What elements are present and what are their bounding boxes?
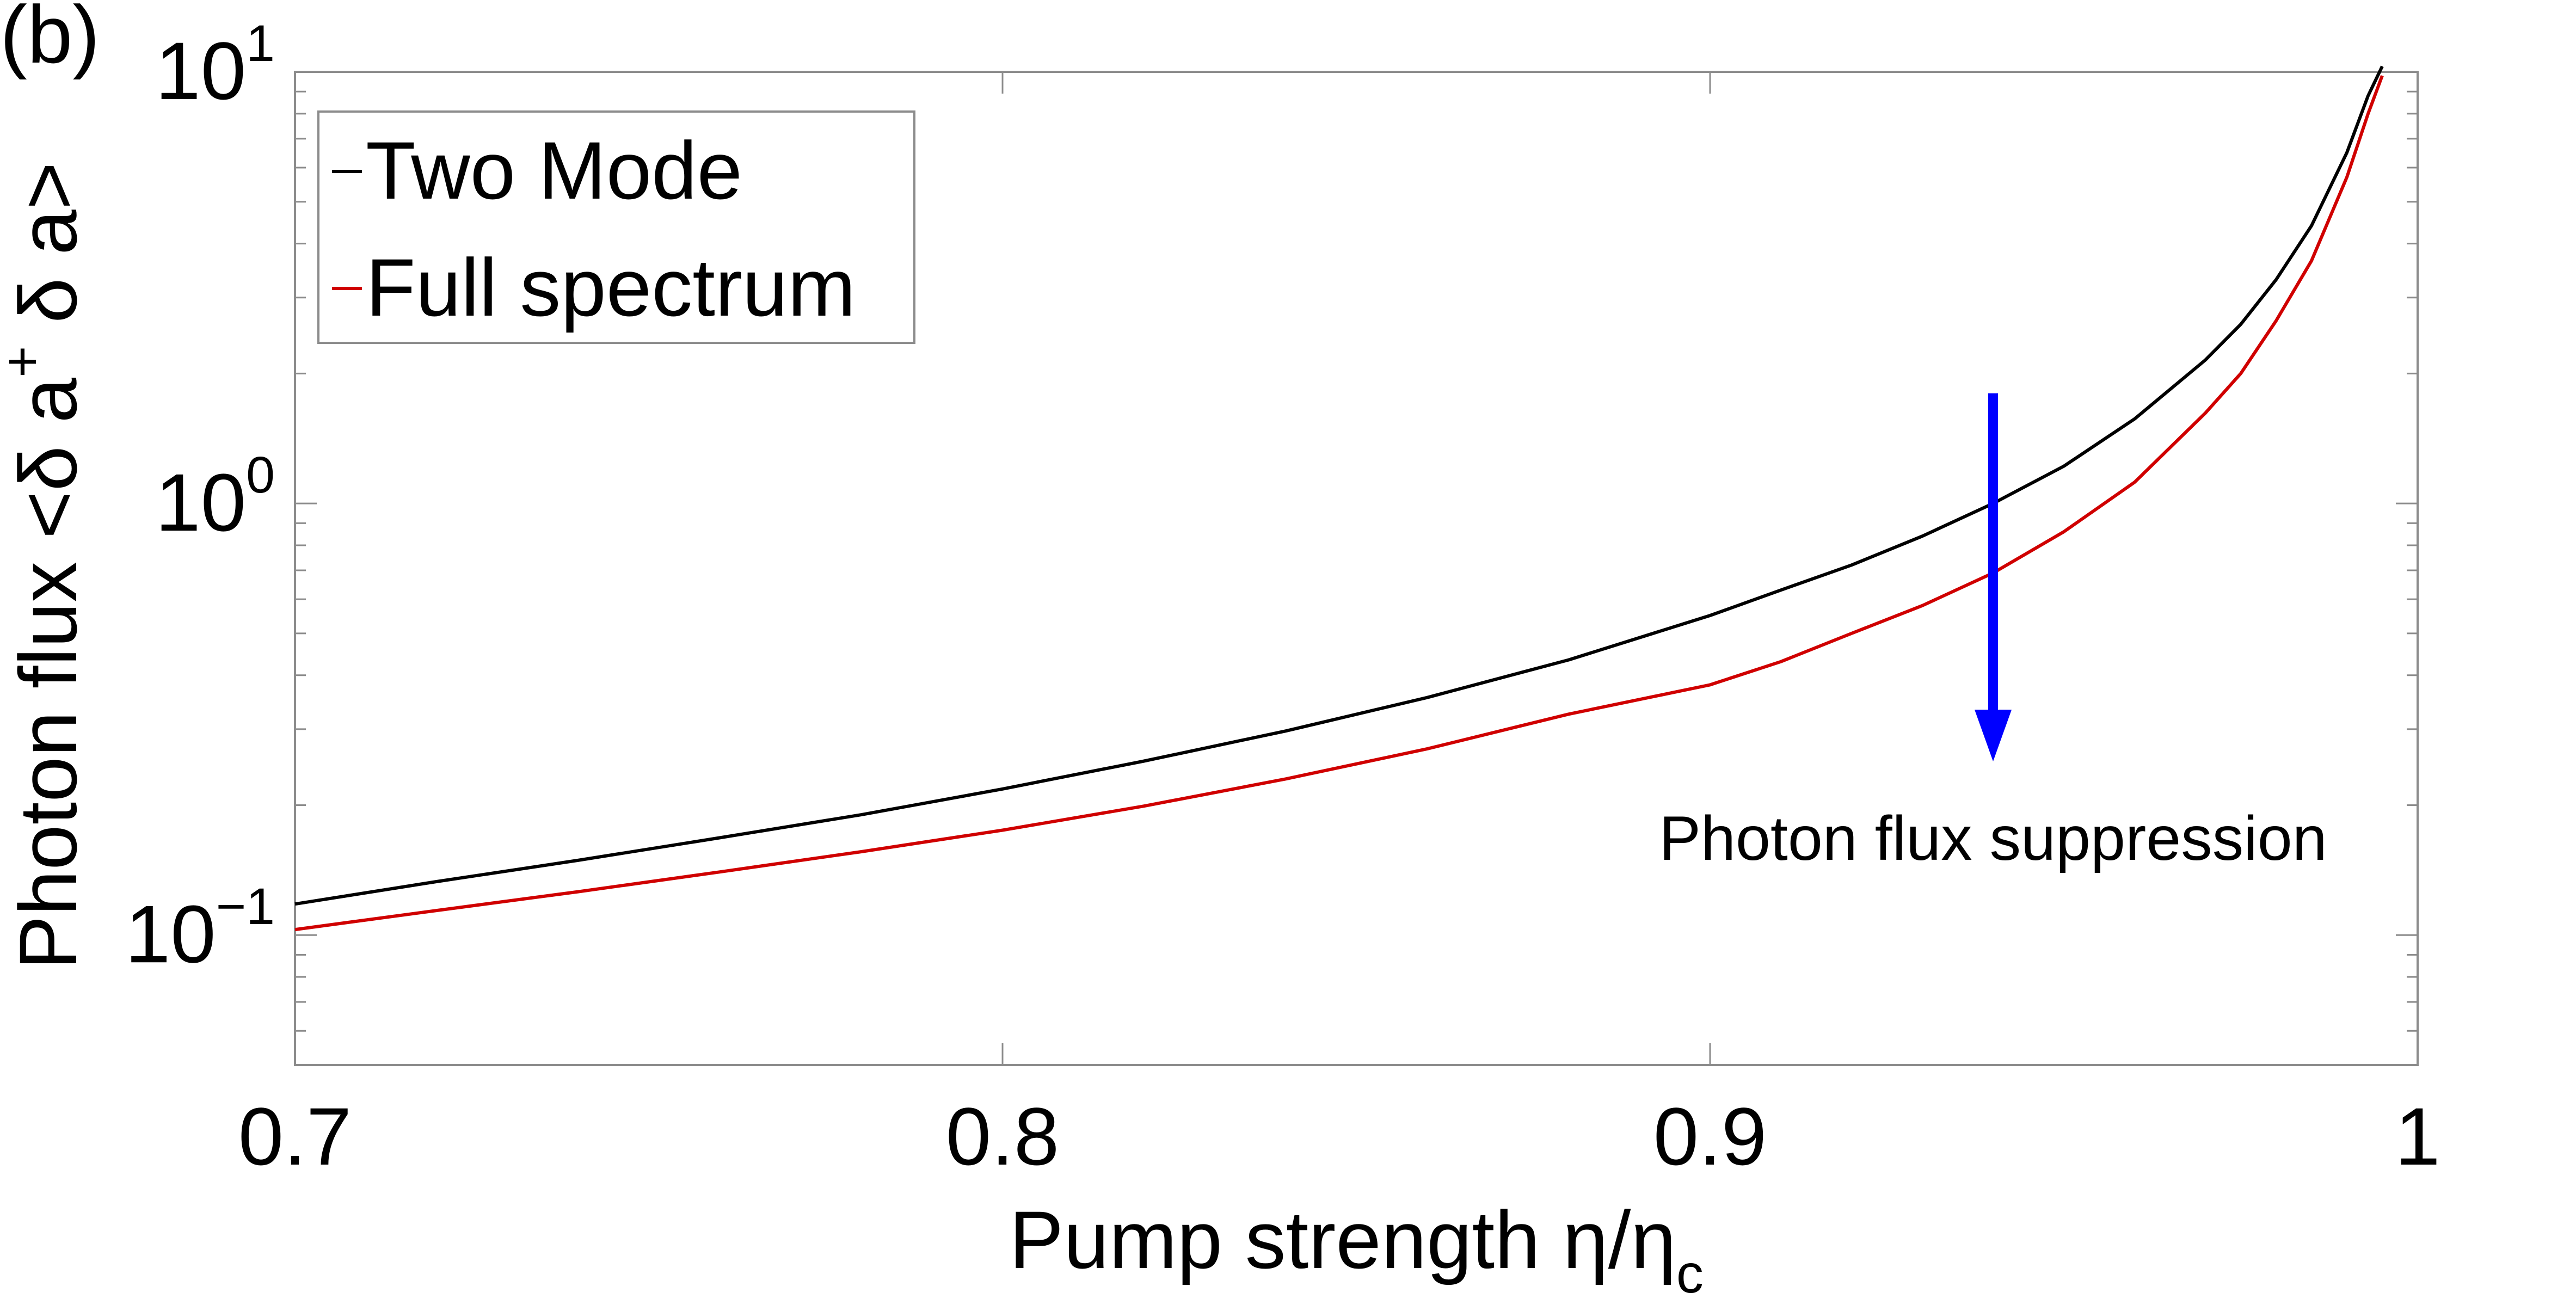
y-axis-label-superscript: + bbox=[0, 346, 53, 378]
x-tick-label: 0.8 bbox=[946, 1091, 1060, 1182]
axis-ticks bbox=[294, 71, 2419, 1066]
x-axis-label: Pump strength η/ηc bbox=[1009, 1194, 1704, 1304]
annotation-arrow-head bbox=[1975, 710, 2012, 762]
legend-label-two-mode: Two Mode bbox=[366, 125, 742, 216]
y-axis-label-tail: δ a> bbox=[2, 162, 94, 346]
legend-box bbox=[317, 110, 915, 344]
x-tick-label: 0.7 bbox=[238, 1091, 352, 1182]
series-line-two-mode bbox=[294, 65, 2384, 906]
y-tick-label: 101 bbox=[155, 15, 275, 116]
panel-label: (b) bbox=[0, 0, 100, 80]
y-tick-exponent: 0 bbox=[246, 446, 275, 504]
annotation-text: Photon flux suppression bbox=[1659, 804, 2327, 873]
y-tick-label: 10−1 bbox=[125, 878, 275, 980]
y-tick-exponent: −1 bbox=[216, 878, 275, 935]
x-axis-label-subscript: c bbox=[1676, 1244, 1704, 1304]
x-axis-label-main: Pump strength η/η bbox=[1009, 1194, 1676, 1285]
legend: Two Mode Full spectrum bbox=[317, 110, 915, 344]
legend-label-full-spectrum: Full spectrum bbox=[366, 242, 856, 333]
annotation-arrow-group bbox=[1975, 393, 2012, 762]
y-tick-base: 10 bbox=[155, 457, 246, 548]
y-tick-base: 10 bbox=[155, 25, 246, 116]
x-tick-label: 0.9 bbox=[1653, 1091, 1767, 1182]
series-line-full-spectrum bbox=[294, 75, 2384, 932]
y-tick-label: 100 bbox=[155, 446, 275, 548]
y-tick-base: 10 bbox=[125, 888, 216, 980]
series-layer bbox=[294, 65, 2384, 932]
y-axis-label-main: Photon flux <δ a bbox=[2, 377, 94, 970]
y-axis-label: Photon flux <δ a+ δ a> bbox=[0, 162, 94, 970]
y-tick-exponent: 1 bbox=[246, 15, 275, 72]
x-tick-label: 1 bbox=[2395, 1091, 2440, 1182]
